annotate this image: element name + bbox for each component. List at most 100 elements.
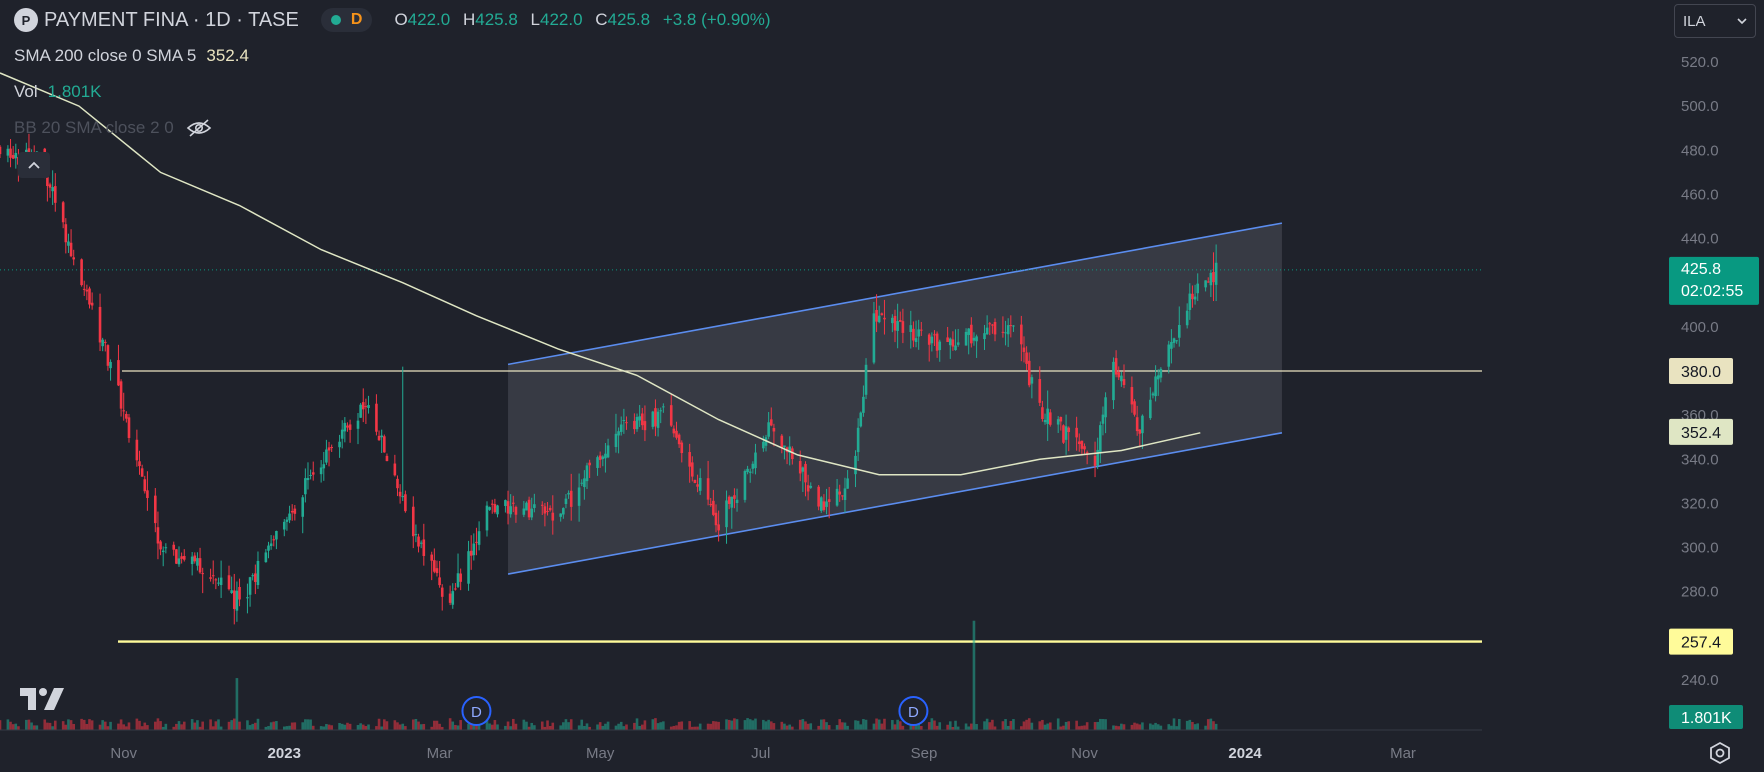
candle-body (859, 412, 863, 427)
bb-legend[interactable]: BB 20 SMA close 2 0 (14, 118, 212, 138)
chart-title[interactable]: PAYMENT FINA · 1D · TASE (44, 8, 299, 31)
volume-price-label-bg (1669, 705, 1743, 729)
volume-bar (1030, 722, 1034, 730)
candle-body (1006, 325, 1010, 335)
volume-bar (27, 719, 31, 730)
currency-selector[interactable]: ILA (1674, 4, 1756, 38)
bb-label: BB 20 SMA close 2 0 (14, 118, 174, 137)
volume-bar (583, 725, 586, 730)
candle-body (417, 536, 420, 547)
candle-body (1138, 429, 1142, 434)
volume-bar (754, 718, 757, 730)
volume-bar (946, 724, 949, 730)
candle-body (164, 547, 168, 549)
candle-body (496, 505, 499, 515)
tradingview-logo[interactable] (18, 686, 66, 717)
volume-bar (712, 721, 715, 730)
candle-body (748, 471, 752, 473)
candle-body (119, 381, 123, 409)
candle-body (525, 502, 528, 511)
time-axis-label: May (586, 745, 615, 762)
volume-bar (780, 721, 784, 730)
level-257-label-bg (1669, 628, 1733, 655)
volume-bar (540, 721, 544, 730)
volume-bar (698, 723, 702, 730)
volume-bar (635, 718, 639, 730)
candle-body (951, 339, 955, 347)
volume-bar (817, 725, 820, 730)
volume-bar (762, 719, 765, 730)
price-axis-tick: 300.0 (1681, 540, 1719, 557)
volume-bar (1046, 723, 1049, 730)
candle-body (901, 321, 905, 333)
volume-legend[interactable]: Vol 1.801K (14, 82, 102, 102)
volume-bar (688, 721, 691, 730)
candle-body (217, 582, 220, 584)
high-label: H (462, 10, 476, 29)
volume-bar (325, 724, 328, 730)
volume-bar (359, 723, 362, 730)
volume-bar (14, 723, 18, 730)
candle-body (1188, 293, 1192, 310)
volume-bar (717, 721, 720, 730)
volume-bar (546, 720, 549, 730)
eye-hidden-icon[interactable] (186, 119, 212, 137)
candle-body (127, 417, 131, 438)
sma-legend[interactable]: SMA 200 close 0 SMA 5 352.4 (14, 46, 249, 66)
candle-body (1170, 342, 1173, 349)
candle-body (0, 146, 2, 155)
volume-price-label: 1.801K (1681, 710, 1732, 727)
collapse-legend-button[interactable] (18, 152, 50, 178)
candle-body (727, 496, 731, 504)
volume-bar (514, 723, 518, 730)
volume-bar (825, 722, 828, 730)
candle-body (125, 413, 128, 419)
candle-body (846, 478, 849, 489)
volume-bar (304, 719, 307, 730)
settings-icon[interactable] (1706, 739, 1734, 767)
volume-bar (161, 726, 165, 730)
candle-body (1114, 358, 1118, 375)
volume-bar (967, 726, 970, 730)
candle-body (346, 425, 349, 428)
candle-body (301, 497, 305, 517)
volume-bar (1114, 725, 1118, 730)
volume-bar (769, 721, 773, 730)
volume-bar (109, 721, 112, 730)
candle-body (361, 402, 365, 410)
volume-bar (1101, 719, 1105, 730)
volume-bar (1080, 725, 1084, 730)
candle-body (743, 471, 747, 500)
candle-body (933, 334, 936, 336)
volume-bar (254, 722, 257, 730)
volume-bar (404, 726, 407, 730)
volume-bar (1083, 725, 1086, 730)
time-axis-label: Nov (110, 745, 137, 762)
candle-body (872, 313, 876, 363)
volume-bar (509, 726, 512, 730)
volume-bar (625, 724, 628, 730)
volume-bar (875, 718, 878, 730)
status-pill[interactable]: D (320, 8, 373, 32)
volume-bar (1059, 726, 1063, 730)
volume-bar (340, 723, 344, 730)
candle-body (1064, 426, 1068, 440)
candle-body (180, 556, 183, 559)
candle-body (993, 322, 997, 335)
candle-body (801, 467, 805, 472)
candle-body (680, 442, 684, 454)
volume-bar (1043, 724, 1047, 730)
volume-bar (88, 719, 91, 730)
volume-bar (709, 723, 713, 730)
volume-bar (859, 724, 863, 730)
dividend-marker-label: D (471, 704, 482, 721)
volume-bar (948, 721, 952, 730)
candle-body (877, 315, 881, 323)
candle-body (348, 424, 352, 430)
volume-bar (533, 725, 536, 730)
candle-body (385, 455, 389, 462)
price-axis-tick: 480.0 (1681, 142, 1719, 159)
price-axis-tick: 460.0 (1681, 186, 1719, 203)
volume-bar (80, 718, 83, 730)
